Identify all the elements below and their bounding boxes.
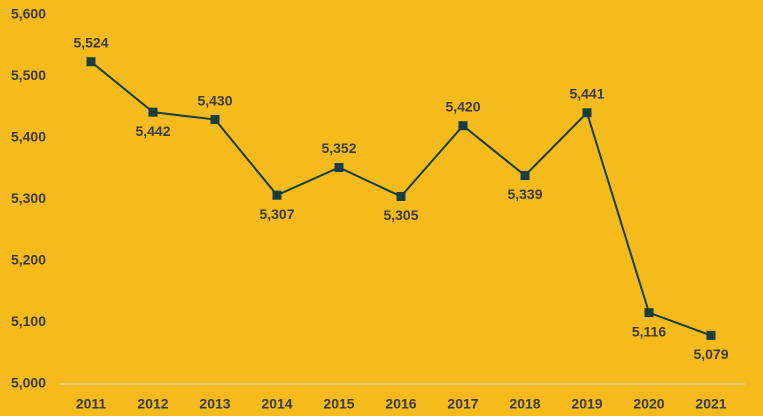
marker [86,57,96,67]
x-tick-label: 2016 [385,396,416,412]
marker [458,121,468,131]
x-tick-label: 2015 [323,396,354,412]
x-tick-label: 2021 [695,396,726,412]
x-tick-label: 2019 [571,396,602,412]
y-tick-label: 5,100 [11,313,46,329]
x-tick-label: 2020 [633,396,664,412]
data-label: 5,524 [73,34,108,50]
y-tick-label: 5,600 [11,6,46,22]
y-tick-label: 5,200 [11,252,46,268]
x-tick-label: 2013 [199,396,230,412]
y-tick-label: 5,500 [11,67,46,83]
data-label: 5,442 [135,123,170,139]
x-tick-label: 2018 [509,396,540,412]
data-label: 5,430 [197,92,232,108]
data-label: 5,420 [445,98,480,114]
y-tick-label: 5,300 [11,190,46,206]
data-label: 5,339 [507,186,542,202]
x-tick-label: 2014 [261,396,292,412]
x-tick-label: 2017 [447,396,478,412]
data-label: 5,305 [383,207,418,223]
data-label: 5,352 [321,140,356,156]
y-tick-label: 5,400 [11,129,46,145]
marker [210,115,220,125]
data-label: 5,116 [632,323,666,339]
x-tick-label: 2012 [137,396,168,412]
data-label: 5,079 [693,346,728,362]
marker [644,308,654,318]
marker [334,163,344,173]
marker [396,191,406,201]
marker [582,108,592,118]
marker [706,330,716,340]
data-label: 5,307 [259,206,294,222]
marker [148,107,158,117]
data-label: 5,441 [569,85,604,101]
y-tick-label: 5,000 [11,375,46,391]
marker [520,171,530,181]
x-tick-label: 2011 [76,396,107,412]
marker [272,190,282,200]
